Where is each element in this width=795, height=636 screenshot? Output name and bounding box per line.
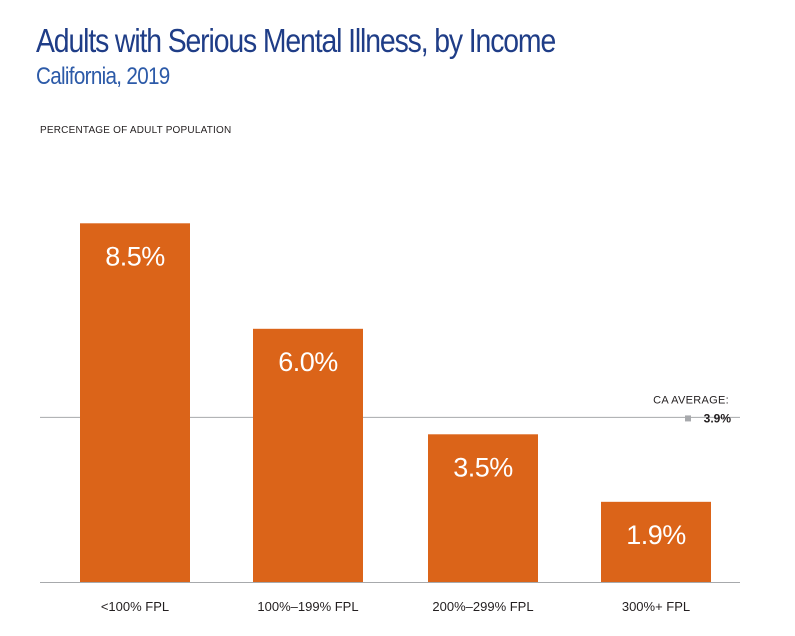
ca-average-value: 3.9% [704, 411, 732, 425]
ca-average-label: CA AVERAGE: [653, 394, 729, 406]
x-tick-label: 300%+ FPL [622, 599, 690, 614]
bar-value-label: 8.5% [105, 241, 165, 271]
bar-value-label: 3.5% [453, 452, 513, 482]
bar [80, 223, 190, 583]
x-tick-label: 200%–299% FPL [432, 599, 533, 614]
bar [428, 434, 538, 582]
bar [601, 501, 711, 582]
x-tick-label: <100% FPL [101, 599, 169, 614]
x-tick-labels-group: <100% FPL 100%–199% FPL 200%–299% FPL 300%+… [101, 599, 690, 614]
ca-average-marker [685, 415, 691, 422]
chart-title: Adults with Serious Mental Illness, by I… [36, 22, 556, 59]
y-axis-label: PERCENTAGE OF ADULT POPULATION [40, 125, 232, 136]
bar [253, 328, 363, 582]
bars-group: 8.5% 6.0% 3.5% 1.9% [80, 223, 711, 583]
bar-value-label: 6.0% [278, 347, 338, 377]
bar-value-label: 1.9% [626, 520, 686, 550]
x-tick-label: 100%–199% FPL [257, 599, 358, 614]
chart-subtitle: California, 2019 [36, 63, 170, 90]
